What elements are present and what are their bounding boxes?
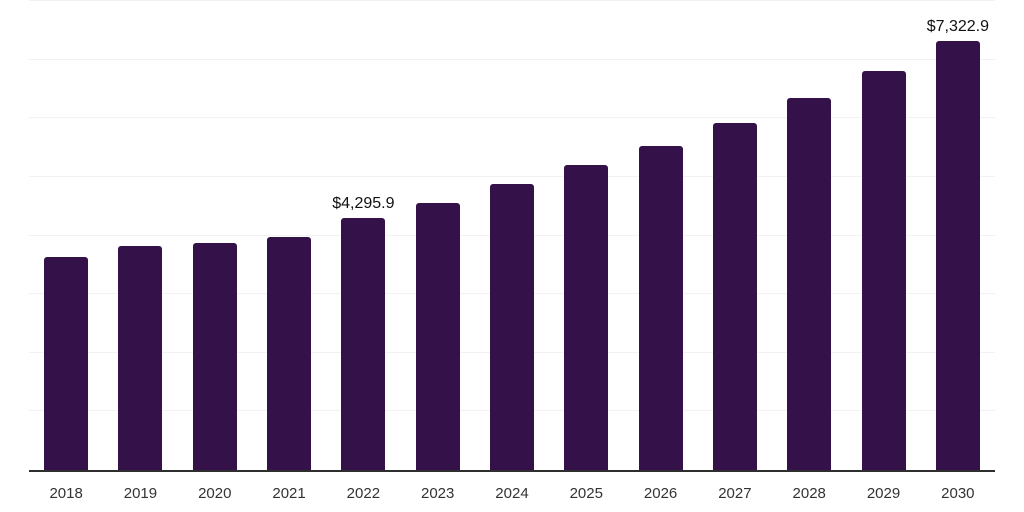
bar-2029 [861,71,906,470]
x-axis-label-2028: 2028 [792,485,826,502]
bar-2021 [267,236,312,470]
x-axis-label-2018: 2018 [49,485,83,502]
data-label-2022: $4,295.9 [332,195,395,213]
bar-2026 [638,145,683,470]
x-axis-label-2020: 2020 [198,485,232,502]
x-axis-label-2022: 2022 [346,485,381,502]
data-label-2030: $7,322.9 [926,17,989,35]
bar-2027 [712,123,757,470]
bar-2020 [192,243,237,470]
bar-2022 [341,218,386,470]
bar-2023 [415,202,460,470]
x-axis-label-2019: 2019 [123,485,158,502]
x-axis-label-2030: 2030 [941,485,975,502]
gridline [29,58,995,60]
x-axis-label-2026: 2026 [643,485,678,502]
x-axis-label-2027: 2027 [718,485,752,502]
x-axis-label-2025: 2025 [569,485,603,502]
bar-2019 [118,246,163,470]
x-axis-line [29,470,995,472]
x-axis-label-2021: 2021 [272,485,306,502]
bar-2018 [44,257,89,470]
bar-2030 [935,40,980,470]
x-axis-label-2024: 2024 [495,485,529,502]
x-axis-label-2023: 2023 [420,485,455,502]
bar-2028 [787,97,832,470]
x-axis-label-2029: 2029 [866,485,901,502]
bar-2025 [564,165,609,470]
gridline [29,117,995,119]
gridline [29,0,995,1]
gridline [29,175,995,177]
bar-2024 [490,184,534,470]
